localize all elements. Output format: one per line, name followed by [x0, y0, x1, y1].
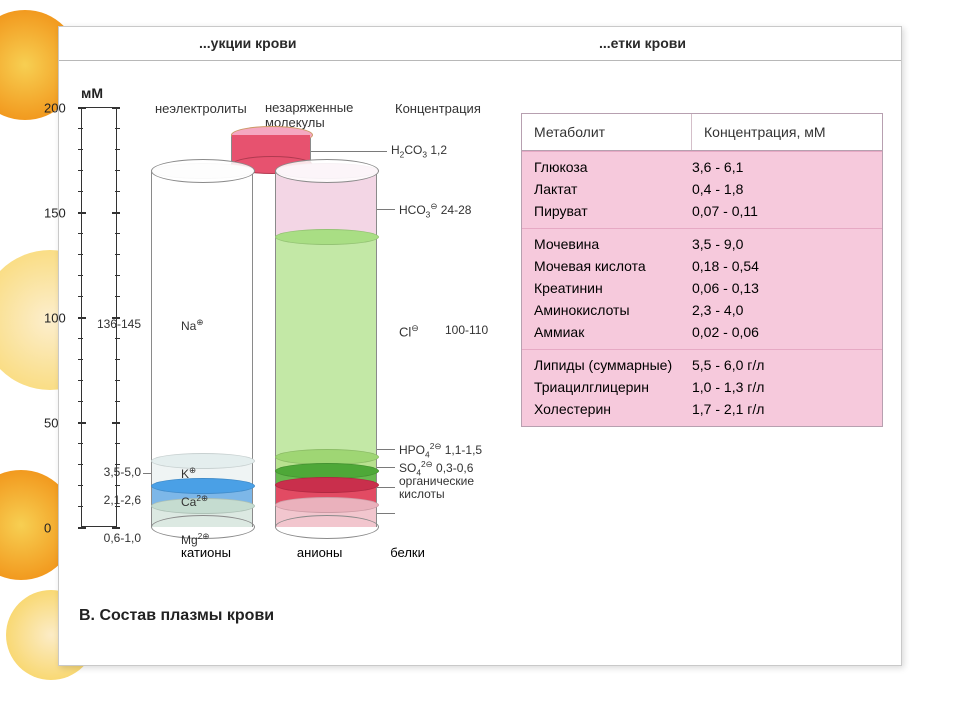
cation-k: K⊕ — [181, 465, 196, 481]
cyl-bottom-labels: катионы анионы белки — [151, 545, 450, 560]
cell-metabolite: Аминокислоты — [534, 302, 692, 318]
cell-metabolite: Триацилглицерин — [534, 379, 692, 395]
cell-concentration: 2,3 - 4,0 — [692, 302, 870, 318]
header-right: ...етки крови — [599, 35, 686, 51]
figure-card: ...укции крови ...етки крови мМ 05010015… — [58, 26, 902, 666]
cell-metabolite: Пируват — [534, 203, 692, 219]
label-nonelectrolytes: неэлектролиты — [155, 101, 247, 116]
cell-concentration: 3,6 - 6,1 — [692, 159, 870, 175]
label-conc: Концентрация — [395, 101, 481, 116]
cation-ca: Ca2⊕ — [181, 493, 208, 509]
anion-cl: Cl⊖ — [399, 323, 419, 339]
table-row: Мочевая кислота0,18 - 0,54 — [522, 255, 882, 277]
cell-concentration: 1,0 - 1,3 г/л — [692, 379, 870, 395]
table-group: Глюкоза3,6 - 6,1Лактат0,4 - 1,8Пируват0,… — [522, 151, 882, 228]
cation-mg-range: 0,6-1,0 — [104, 531, 141, 545]
table-group: Мочевина3,5 - 9,0Мочевая кислота0,18 - 0… — [522, 228, 882, 349]
cation-cylinder — [151, 171, 253, 527]
anion-h2co3: H2CO3 1,2 — [391, 143, 447, 159]
cell-metabolite: Креатинин — [534, 280, 692, 296]
cell-concentration: 1,7 - 2,1 г/л — [692, 401, 870, 417]
cell-metabolite: Глюкоза — [534, 159, 692, 175]
cell-concentration: 0,18 - 0,54 — [692, 258, 870, 274]
cell-concentration: 3,5 - 9,0 — [692, 236, 870, 252]
cell-metabolite: Аммиак — [534, 324, 692, 340]
table-row: Аминокислоты2,3 - 4,0 — [522, 299, 882, 321]
cell-concentration: 0,4 - 1,8 — [692, 181, 870, 197]
cyl-segment — [152, 171, 252, 461]
table-body: Глюкоза3,6 - 6,1Лактат0,4 - 1,8Пируват0,… — [522, 151, 882, 426]
th-metabolite: Метаболит — [522, 114, 692, 150]
table-row: Холестерин1,7 - 2,1 г/л — [522, 398, 882, 420]
table-row: Аммиак0,02 - 0,06 — [522, 321, 882, 343]
axis-unit: мМ — [81, 85, 103, 101]
leader-line — [377, 467, 395, 468]
cyl-top — [151, 159, 255, 183]
cell-metabolite: Лактат — [534, 181, 692, 197]
table-row: Липиды (суммарные)5,5 - 6,0 г/л — [522, 354, 882, 376]
cell-concentration: 5,5 - 6,0 г/л — [692, 357, 870, 373]
cation-k-range: 3,5-5,0 — [104, 465, 141, 479]
table-row: Триацилглицерин1,0 - 1,3 г/л — [522, 376, 882, 398]
table-row: Глюкоза3,6 - 6,1 — [522, 156, 882, 178]
anion-hco3: HCO3⊖ 24-28 — [399, 201, 471, 219]
cation-na: Na⊕ — [181, 317, 203, 333]
th-concentration: Концентрация, мМ — [692, 114, 882, 150]
cell-concentration: 0,06 - 0,13 — [692, 280, 870, 296]
header-left: ...укции крови — [199, 35, 297, 51]
table-row: Пируват0,07 - 0,11 — [522, 200, 882, 222]
cell-metabolite: Холестерин — [534, 401, 692, 417]
figure-content: мМ 050100150200 неэлектролиты незаряженн… — [59, 61, 901, 665]
cation-ca-range: 2,1-2,6 — [104, 493, 141, 507]
cyl-segment — [276, 237, 376, 457]
leader-line — [377, 487, 395, 488]
anion-cylinder — [275, 171, 377, 527]
cations-label: катионы — [151, 545, 261, 560]
anion-organic: органические кислоты — [399, 475, 509, 501]
cyl-bottom — [275, 515, 379, 539]
cell-concentration: 0,07 - 0,11 — [692, 203, 870, 219]
leader-line — [143, 473, 151, 474]
table-row: Мочевина3,5 - 9,0 — [522, 233, 882, 255]
cell-metabolite: Липиды (суммарные) — [534, 357, 692, 373]
table-row: Лактат0,4 - 1,8 — [522, 178, 882, 200]
figure-caption: В. Состав плазмы крови — [79, 607, 274, 625]
cyl-top — [275, 159, 379, 183]
cell-concentration: 0,02 - 0,06 — [692, 324, 870, 340]
metabolite-table: Метаболит Концентрация, мМ Глюкоза3,6 - … — [521, 113, 883, 427]
leader-line — [311, 151, 387, 152]
anions-label: анионы — [265, 545, 375, 560]
cell-metabolite: Мочевина — [534, 236, 692, 252]
header-row: ...укции крови ...етки крови — [59, 27, 901, 61]
anion-hpo4: HPO42⊖ 1,1-1,5 — [399, 441, 482, 459]
table-row: Креатинин0,06 - 0,13 — [522, 277, 882, 299]
cell-metabolite: Мочевая кислота — [534, 258, 692, 274]
table-header: Метаболит Концентрация, мМ — [522, 114, 882, 151]
leader-line — [377, 209, 395, 210]
table-group: Липиды (суммарные)5,5 - 6,0 г/лТриацилгл… — [522, 349, 882, 426]
cation-na-range: 136-145 — [97, 317, 141, 331]
leader-line — [377, 513, 395, 514]
leader-line — [377, 449, 395, 450]
anion-cl-range: 100-110 — [445, 323, 488, 337]
proteins-label: белки — [390, 545, 450, 560]
